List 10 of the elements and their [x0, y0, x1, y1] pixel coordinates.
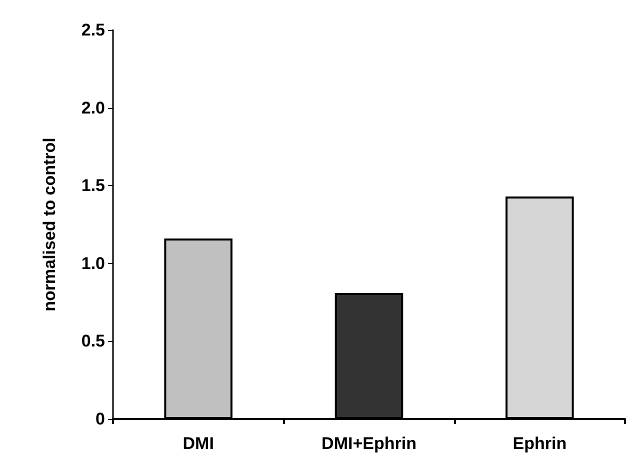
- y-tick-label: 0.5: [81, 332, 105, 351]
- y-tick-label: 1.0: [81, 254, 105, 273]
- x-tick-label: DMI+Ephrin: [322, 434, 416, 453]
- x-tick-label: DMI: [182, 434, 214, 453]
- y-tick-label: 1.5: [81, 176, 105, 196]
- y-tick-label: 2.5: [81, 20, 105, 40]
- y-axis-title: normalised to control: [40, 138, 59, 312]
- x-tick-label: Ephrin: [512, 434, 567, 453]
- y-tick-label: 0: [96, 410, 105, 428]
- y-tick-label: 2.0: [81, 98, 105, 118]
